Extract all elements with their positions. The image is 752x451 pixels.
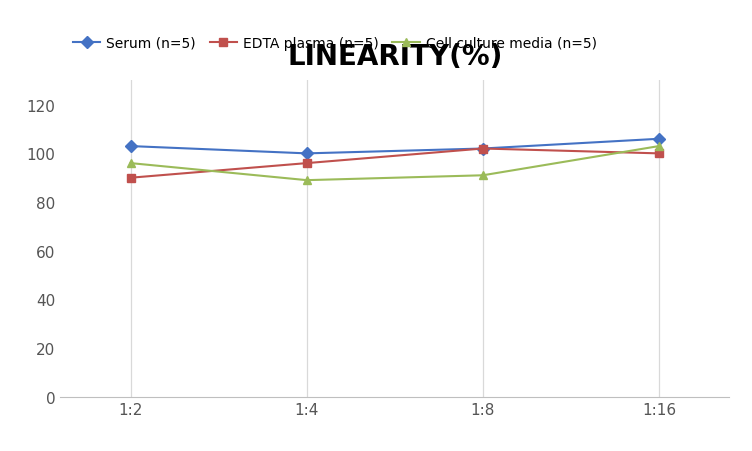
Line: Cell culture media (n=5): Cell culture media (n=5) bbox=[126, 143, 663, 185]
EDTA plasma (n=5) bbox=[126, 175, 135, 181]
EDTA plasma (n=5) bbox=[654, 152, 663, 157]
Cell culture media (n=5) bbox=[302, 178, 311, 184]
Cell culture media (n=5) bbox=[654, 144, 663, 149]
EDTA plasma (n=5) bbox=[302, 161, 311, 166]
Line: EDTA plasma (n=5): EDTA plasma (n=5) bbox=[126, 145, 663, 183]
Line: Serum (n=5): Serum (n=5) bbox=[126, 135, 663, 158]
EDTA plasma (n=5) bbox=[478, 147, 487, 152]
Serum (n=5) bbox=[478, 147, 487, 152]
Title: LINEARITY(%): LINEARITY(%) bbox=[287, 42, 502, 70]
Legend: Serum (n=5), EDTA plasma (n=5), Cell culture media (n=5): Serum (n=5), EDTA plasma (n=5), Cell cul… bbox=[67, 31, 602, 56]
Cell culture media (n=5) bbox=[126, 161, 135, 166]
Serum (n=5) bbox=[302, 152, 311, 157]
Cell culture media (n=5) bbox=[478, 173, 487, 179]
Serum (n=5) bbox=[654, 137, 663, 142]
Serum (n=5) bbox=[126, 144, 135, 149]
